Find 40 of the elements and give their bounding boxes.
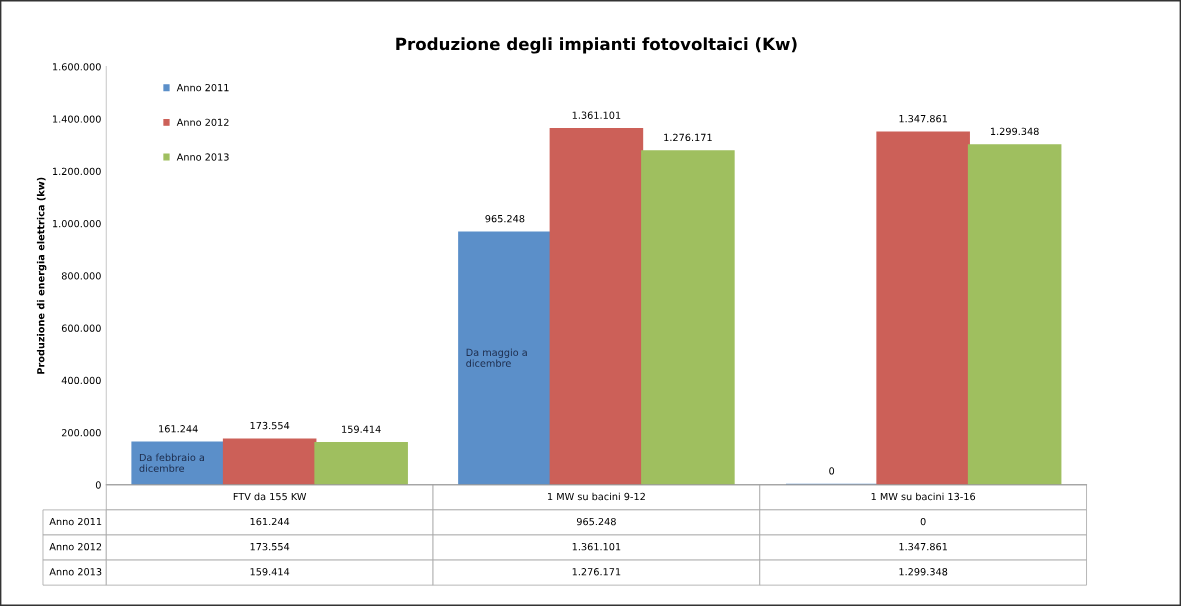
- y-tick-label: 800.000: [61, 272, 101, 280]
- annotation: Da febbraio a dicembre: [139, 453, 205, 472]
- y-axis-title: Produzione di energia elettrica (kw): [36, 177, 47, 374]
- legend-label: Anno 2013: [176, 153, 229, 161]
- legend-label: Anno 2011: [176, 83, 229, 92]
- text: 1.299.348: [990, 127, 1039, 136]
- y-tick-label: 1.400.000: [53, 115, 101, 123]
- text: 0: [829, 467, 835, 475]
- data-label: 0: [920, 517, 926, 526]
- text: 965.248: [485, 214, 525, 223]
- text: 1.361.101: [572, 111, 621, 119]
- x-tick-label: 1 MW su bacini 9-12: [548, 492, 645, 501]
- text: 173.554: [250, 421, 290, 430]
- text: 1.347.861: [899, 114, 947, 123]
- text: 159.414: [342, 425, 381, 433]
- x-tick-label: 1 MW su bacini 13-16: [871, 492, 976, 501]
- y-tick-label: 1.200.000: [53, 167, 101, 176]
- y-tick-label: 0: [95, 481, 101, 489]
- text: 1.276.171: [664, 133, 712, 142]
- y-tick-label: 1.600.000: [53, 63, 101, 71]
- data-label: 173.554: [250, 542, 290, 551]
- data-label: 161.244: [250, 517, 290, 526]
- legend-label: Anno 2012: [176, 118, 229, 126]
- text: 161.244: [159, 425, 198, 433]
- data-label: 1.299.348: [899, 568, 948, 576]
- annotation: Da maggio a dicembre: [466, 348, 527, 367]
- text: Anno 2011: [49, 517, 102, 526]
- y-tick-label: 1.000.000: [53, 219, 101, 228]
- data-label: 1.347.861: [899, 542, 947, 551]
- x-tick-label: FTV da 155 KW: [233, 492, 307, 501]
- text: Anno 2012: [49, 542, 102, 551]
- data-label: 965.248: [576, 517, 616, 526]
- chart-title: Produzione degli impianti fotovoltaici (Kw): [396, 37, 797, 54]
- data-label: 159.414: [250, 568, 290, 576]
- y-tick-label: 200.000: [61, 429, 101, 437]
- data-label: 1.361.101: [572, 542, 621, 551]
- y-tick-label: 600.000: [61, 324, 101, 332]
- data-label: 1.276.171: [572, 568, 621, 576]
- y-tick-label: 400.000: [61, 376, 101, 385]
- text: Anno 2013: [49, 568, 102, 576]
